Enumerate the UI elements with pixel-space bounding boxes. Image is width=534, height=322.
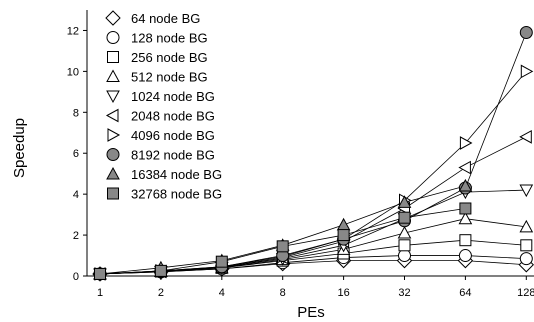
data-point-32768-node-bg — [398, 211, 411, 224]
legend-marker-8192-node-bg — [106, 148, 120, 161]
legend-marker-512-node-bg — [106, 69, 120, 82]
y-axis-ticks: 0 2 4 6 8 10 12 — [67, 25, 87, 283]
legend-marker-4096-node-bg — [107, 128, 121, 142]
data-point-16384-node-bg — [336, 217, 351, 231]
x-tick-label: 8 — [280, 287, 286, 299]
y-tick-label: 10 — [67, 66, 79, 78]
y-axis-title: Speedup — [11, 118, 28, 178]
x-tick-label: 128 — [517, 287, 534, 299]
legend-marker-1024-node-bg — [106, 90, 120, 104]
legend-label: 4096 node BG — [131, 128, 215, 143]
x-tick-label: 64 — [459, 287, 471, 299]
data-point-32768-node-bg — [337, 229, 350, 242]
legend-label: 1024 node BG — [131, 89, 215, 104]
x-axis-title: PEs — [297, 304, 325, 321]
data-point-512-node-bg — [458, 211, 473, 225]
x-tick-label: 2 — [158, 287, 164, 299]
legend: 64 node BG 128 node BG 256 node BG 512 node… — [105, 10, 222, 202]
legend-marker-32768-node-bg — [107, 187, 119, 200]
data-point-32768-node-bg — [459, 202, 472, 215]
data-point-32768-node-bg — [154, 264, 167, 277]
legend-label: 512 node BG — [131, 70, 208, 85]
legend-label: 8192 node BG — [131, 148, 215, 163]
legend-label: 256 node BG — [131, 50, 208, 65]
legend-marker-64-node-bg — [105, 10, 121, 26]
data-point-4096-node-bg — [520, 64, 534, 79]
y-tick-label: 0 — [73, 271, 79, 283]
data-point-128-node-bg — [458, 249, 472, 263]
data-point-2048-node-bg — [458, 160, 471, 175]
data-point-256-node-bg — [459, 234, 472, 247]
legend-marker-16384-node-bg — [106, 166, 120, 180]
legend-label: 128 node BG — [131, 31, 208, 46]
data-point-4096-node-bg — [459, 136, 473, 150]
legend-marker-256-node-bg — [107, 51, 119, 63]
data-point-32768-node-bg — [215, 255, 228, 268]
series-markers — [92, 26, 534, 282]
y-tick-label: 12 — [67, 25, 79, 37]
y-tick-label: 4 — [73, 189, 79, 201]
data-point-16384-node-bg — [458, 178, 473, 192]
x-axis-ticks: 1 2 4 8 16 32 64 128 — [97, 276, 534, 299]
legend-label: 2048 node BG — [131, 109, 215, 124]
legend-label: 16384 node BG — [131, 167, 222, 182]
data-point-128-node-bg — [519, 252, 533, 266]
data-point-128-node-bg — [398, 249, 411, 263]
data-point-1024-node-bg — [519, 184, 534, 198]
series-line-2048-node-bg — [99, 136, 527, 275]
data-point-16384-node-bg — [397, 195, 412, 208]
legend-label: 32768 node BG — [131, 187, 222, 202]
legend-marker-2048-node-bg — [105, 108, 119, 123]
legend-marker-128-node-bg — [106, 31, 120, 44]
data-point-256-node-bg — [398, 239, 411, 252]
data-point-32768-node-bg — [276, 240, 289, 253]
y-tick-label: 2 — [73, 230, 79, 242]
series-line-128-node-bg — [99, 255, 527, 275]
x-tick-label: 4 — [219, 287, 225, 299]
x-tick-label: 1 — [97, 287, 103, 299]
x-tick-label: 16 — [337, 287, 349, 299]
data-point-256-node-bg — [520, 239, 533, 252]
legend-label: 64 node BG — [131, 11, 200, 26]
series-line-8192-node-bg — [99, 32, 527, 275]
data-point-512-node-bg — [519, 219, 534, 233]
x-tick-label: 32 — [398, 287, 410, 299]
y-tick-label: 8 — [73, 107, 79, 119]
y-tick-label: 6 — [73, 148, 79, 160]
data-point-32768-node-bg — [94, 267, 106, 280]
data-point-2048-node-bg — [519, 130, 532, 144]
data-point-8192-node-bg — [519, 26, 533, 40]
data-point-512-node-bg — [397, 225, 412, 239]
